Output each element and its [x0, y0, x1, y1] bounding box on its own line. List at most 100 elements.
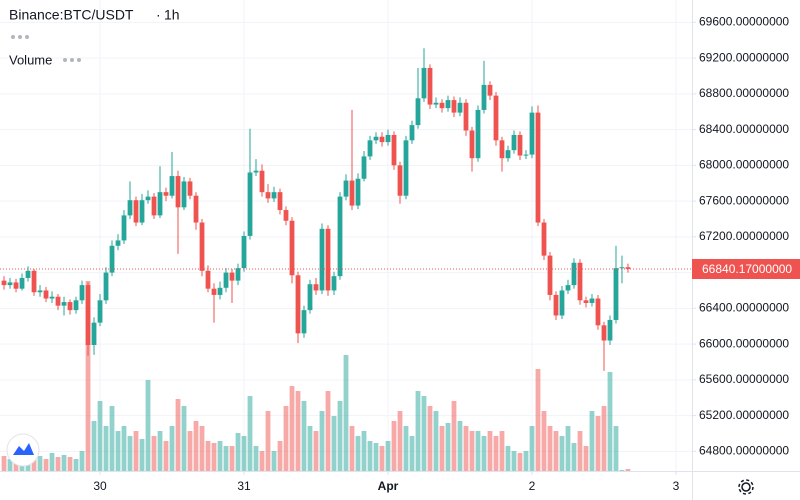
candle-body — [427, 67, 433, 105]
candle-body — [295, 275, 301, 334]
candle-body — [271, 192, 277, 199]
volume-bar — [463, 426, 469, 471]
volume-bar — [97, 401, 103, 471]
volume-bar — [583, 446, 589, 471]
volume-bar — [157, 431, 163, 471]
candle-body — [379, 136, 385, 143]
volume-bar — [7, 459, 13, 471]
candle-body — [451, 100, 457, 113]
volume-bar — [49, 453, 55, 471]
y-tick-label: 65200.00000000 — [699, 408, 789, 422]
chart-title: Binance:BTC/USDT — [9, 7, 134, 23]
volume-bar — [511, 451, 517, 471]
volume-bar — [217, 441, 223, 471]
volume-bar — [241, 436, 247, 471]
candle-body — [373, 136, 379, 141]
candle-body — [259, 170, 265, 193]
candle-body — [541, 222, 547, 256]
volume-bar — [577, 431, 583, 471]
volume-bar — [193, 421, 199, 471]
candle-body — [151, 196, 157, 216]
volume-bar — [589, 411, 595, 471]
candle-body — [625, 267, 631, 269]
volume-bar — [295, 391, 301, 471]
volume-bar — [187, 431, 193, 471]
volume-bar — [229, 446, 235, 471]
volume-bar — [439, 426, 445, 471]
candle-body — [619, 267, 625, 269]
volume-bar — [145, 380, 151, 471]
volume-bar — [553, 431, 559, 471]
candle-body — [523, 154, 529, 156]
volume-bar — [307, 426, 313, 471]
candle-body — [73, 300, 79, 311]
axes: 64800.00000000 65200.00000000 65600.000000… — [0, 15, 800, 493]
candle-body — [409, 125, 415, 141]
volume-bar — [517, 453, 523, 471]
volume-bar — [415, 391, 421, 471]
y-tick-label: 66400.00000000 — [699, 301, 789, 315]
candle-body — [331, 276, 337, 291]
candle-body — [103, 272, 109, 301]
grid — [0, 0, 692, 471]
candle-body — [265, 192, 271, 199]
candle-body — [187, 181, 193, 196]
candle-body — [385, 134, 391, 143]
volume-bar — [361, 431, 367, 471]
volume-bar — [175, 399, 181, 471]
volume-bar — [475, 431, 481, 471]
y-tick-label: 67600.00000000 — [699, 193, 789, 207]
volume-bar — [1, 456, 7, 471]
candle-body — [355, 178, 361, 206]
volume-bar — [331, 416, 337, 471]
volume-bar — [379, 446, 385, 471]
menu-dots[interactable] — [11, 35, 29, 39]
volume-bar — [403, 426, 409, 471]
x-tick-label: 30 — [93, 479, 107, 493]
logo[interactable] — [6, 433, 40, 467]
candle-body — [157, 192, 163, 216]
candle-body — [7, 282, 13, 286]
candle-body — [559, 290, 565, 316]
candle-body — [553, 294, 559, 316]
volume-bar — [127, 436, 133, 471]
settings-icon[interactable] — [738, 479, 754, 495]
volume-bar — [409, 436, 415, 471]
candle-pane — [1, 48, 631, 371]
candle-body — [481, 84, 487, 110]
y-tick-label: 67200.00000000 — [699, 229, 789, 243]
volume-bar — [181, 406, 187, 471]
volume-menu-dots[interactable] — [63, 58, 81, 62]
candle-body — [25, 270, 31, 278]
volume-bar — [79, 451, 85, 471]
candle-body — [127, 200, 133, 216]
volume-bar — [301, 401, 307, 471]
volume-bar — [595, 416, 601, 471]
volume-bar — [55, 457, 61, 471]
volume-bar — [427, 406, 433, 471]
volume-bar — [199, 426, 205, 471]
candle-body — [595, 298, 601, 326]
candle-body — [511, 134, 517, 151]
volume-bar — [319, 411, 325, 471]
volume-bar — [283, 406, 289, 471]
candle-body — [367, 140, 373, 157]
volume-bar — [487, 431, 493, 471]
candle-body — [19, 277, 25, 289]
candle-body — [43, 290, 49, 299]
y-tick-label: 68800.00000000 — [699, 86, 789, 100]
candle-body — [199, 222, 205, 271]
candle-body — [493, 95, 499, 141]
volume-bar — [277, 441, 283, 471]
volume-bar — [457, 421, 463, 471]
volume-bar — [205, 441, 211, 471]
last-price-label: 66840.17000000 — [702, 262, 792, 276]
volume-bar — [601, 406, 607, 471]
volume-bar — [607, 372, 613, 471]
volume-bar — [613, 426, 619, 471]
volume-pane — [1, 281, 631, 471]
volume-bar — [91, 421, 97, 471]
x-tick-label: 2 — [529, 479, 536, 493]
candle-body — [169, 176, 175, 196]
candle-body — [505, 150, 511, 159]
